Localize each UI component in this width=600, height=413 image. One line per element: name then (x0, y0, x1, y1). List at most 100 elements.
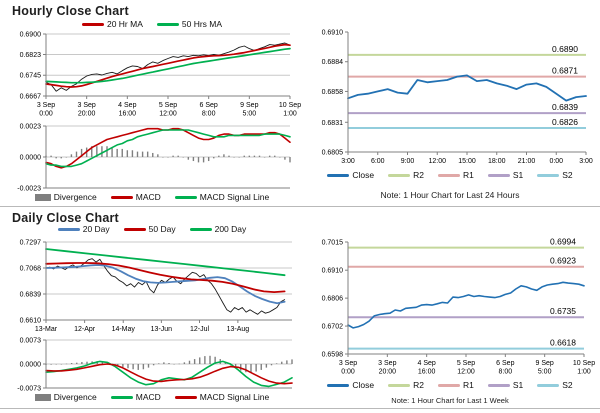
x-tick-label: 12-Apr (74, 326, 96, 333)
x-tick-label: 4 Sep (418, 360, 436, 367)
divergence-bar (101, 361, 104, 364)
legend-label: S2 (562, 380, 573, 390)
divergence-bar (214, 356, 216, 364)
x-tick-label: 5:00 (538, 369, 552, 376)
divergence-bar (172, 155, 174, 157)
x-tick-label: 18:00 (488, 158, 506, 165)
last-24h-note: Note: 1 Hour Chart for Last 24 Hours (380, 190, 520, 200)
legend-item-divergence: Divergence (34, 392, 97, 402)
legend-item-macd-signal-line: MACD Signal Line (174, 392, 269, 402)
x-tick-label: 5 Sep (457, 360, 475, 367)
divergence-bar (188, 360, 191, 364)
y-tick-label: 0.6745 (20, 73, 42, 80)
legend-item-r2: R2 (388, 170, 424, 180)
divergence-bar (70, 363, 73, 364)
y-tick-label: 0.6823 (20, 52, 42, 59)
r1-swatch-icon (437, 173, 460, 177)
y-tick-label: 0.6805 (322, 150, 344, 157)
divergence-bar (81, 362, 83, 364)
legend-item-macd: MACD (110, 192, 161, 202)
r1-swatch-icon (437, 383, 460, 387)
legend-label: Close (352, 170, 375, 180)
legend-label: R1 (462, 380, 474, 390)
divergence-bar (248, 155, 251, 157)
macd-line (45, 127, 291, 169)
divergence-bar (238, 157, 240, 158)
divergence-bar (157, 154, 159, 157)
macd-signal-line-swatch-icon (174, 195, 197, 199)
legend-label: 20 Hr MA (106, 19, 143, 29)
legend-item-macd: MACD (110, 392, 161, 402)
divergence-bar (253, 155, 256, 157)
legend-label: MACD (135, 192, 161, 202)
x-tick-label: 3 Sep (37, 102, 55, 109)
daily-macd-legend: Divergence MACD MACD Signal Line (8, 392, 296, 402)
last-24h-chart: 0.6890 0.6871 0.6839 0.6826 0.6910 0.6884 0.68… (322, 30, 593, 166)
y-tick-label: 0.0000 (20, 362, 42, 369)
20-hr-ma-line (45, 43, 291, 88)
divergence-bar (147, 364, 150, 368)
x-tick-label: 20:00 (379, 369, 397, 376)
x-tick-label: 8:00 (499, 369, 513, 376)
x-tick-label: 4 Sep (118, 102, 136, 109)
divergence-bar (228, 155, 230, 157)
y-tick-label: 0.6900 (20, 32, 42, 39)
close-line (45, 42, 291, 92)
legend-label: S1 (512, 380, 524, 390)
divergence-bar (265, 364, 268, 368)
divergence-swatch-icon (34, 393, 51, 401)
50-hrs-ma-line (45, 47, 291, 84)
y-tick-label: 0.6610 (20, 318, 42, 325)
hourly-macd-chart: 0.0023 0.0000 -0.0023 (17, 124, 291, 193)
last-24h-legend: Close R2 R1 S1 S2 (306, 170, 594, 180)
divergence-bar (250, 364, 252, 373)
divergence-bar (122, 364, 124, 367)
divergence-bar (158, 363, 160, 364)
legend-label: S1 (512, 170, 524, 180)
divergence-bar (234, 364, 237, 369)
daily-chart-title: Daily Close Chart (12, 211, 119, 225)
divergence-bar (192, 157, 195, 162)
x-tick-label: 8:00 (202, 111, 216, 118)
legend-label: R2 (413, 170, 424, 180)
legend-label: S2 (562, 170, 573, 180)
x-tick-label: 16:00 (119, 111, 137, 118)
s1-swatch-icon (487, 173, 510, 177)
y-tick-label: -0.0073 (17, 386, 41, 393)
legend-item-r1: R1 (437, 380, 474, 390)
x-tick-label: 12:00 (428, 158, 446, 165)
20-day-swatch-icon (57, 227, 80, 231)
x-tick-label: 10 Sep (573, 360, 595, 367)
divergence-bar (258, 155, 261, 157)
close-swatch-icon (327, 383, 350, 387)
macd-signal-line-line (45, 363, 293, 385)
y-tick-label: 0.7297 (20, 240, 42, 247)
divergence-swatch-icon (34, 193, 51, 201)
s1-value-label: 0.6735 (550, 306, 576, 316)
divergence-bar (126, 150, 129, 157)
divergence-bar (121, 148, 123, 157)
divergence-bar (177, 155, 179, 157)
divergence-bar (291, 359, 293, 364)
divergence-bar (136, 151, 139, 157)
macd-signal-line-swatch-icon (174, 395, 197, 399)
legend-label: Close (352, 380, 375, 390)
x-tick-label: 16:00 (418, 369, 436, 376)
x-tick-label: 15:00 (458, 158, 476, 165)
divergence-bar (137, 364, 139, 370)
divergence-bar (168, 363, 170, 364)
daily-close-legend: 20 Day 50 Day 200 Day (8, 224, 296, 234)
x-tick-label: 6 Sep (200, 102, 218, 109)
s2-swatch-icon (537, 383, 560, 387)
x-tick-label: 9 Sep (536, 360, 554, 367)
divergence-bar (76, 362, 78, 364)
x-tick-label: 6:00 (371, 158, 385, 165)
x-tick-label: 0:00 (39, 111, 53, 118)
legend-item-50-day: 50 Day (123, 224, 176, 234)
x-tick-label: 0:00 (341, 369, 355, 376)
x-tick-label: 20:00 (78, 111, 96, 118)
r1-value-label: 0.6871 (552, 66, 578, 76)
divergence-bar (275, 363, 278, 364)
y-tick-label: 0.6858 (322, 89, 344, 96)
divergence-bar (152, 152, 154, 157)
